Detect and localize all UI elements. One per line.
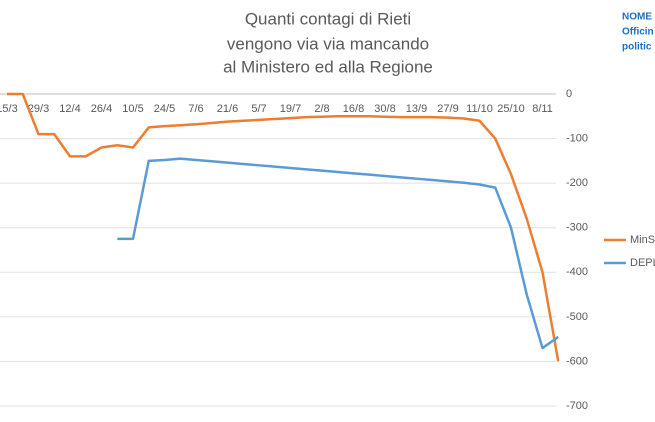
y-tick-label: 0 — [566, 88, 572, 100]
legend-label: DEPL — [630, 257, 655, 269]
x-tick-label: 21/6 — [217, 103, 238, 115]
x-tick-label: 29/3 — [28, 103, 49, 115]
data-line — [117, 157, 559, 350]
x-tick-label: 15/3 — [0, 103, 18, 115]
x-tick-label: 27/9 — [437, 103, 458, 115]
x-tick-label: 19/7 — [280, 103, 301, 115]
x-tick-label: 13/9 — [406, 103, 427, 115]
x-tick-label: 30/8 — [374, 103, 395, 115]
x-tick-label: 7/6 — [188, 103, 203, 115]
y-tick-label: -300 — [566, 222, 588, 234]
y-tick-label: -400 — [566, 266, 588, 278]
chart-title: vengono via via mancando — [227, 34, 429, 53]
x-tick-label: 8/11 — [532, 103, 553, 115]
y-tick-label: -500 — [566, 311, 588, 323]
x-tick-label: 25/10 — [497, 103, 525, 115]
y-tick-label: -700 — [566, 400, 588, 412]
y-tick-label: -200 — [566, 177, 588, 189]
data-line — [7, 92, 560, 362]
logo-text: Officin — [622, 27, 654, 38]
chart-title: Quanti contagi di Rieti — [245, 9, 411, 28]
chart-title: al Ministero ed alla Regione — [223, 57, 433, 76]
y-tick-label: -100 — [566, 132, 588, 144]
legend-label: MinS — [630, 234, 655, 246]
x-tick-label: 26/4 — [91, 103, 112, 115]
logo-text: politic — [622, 42, 652, 53]
x-tick-label: 2/8 — [314, 103, 329, 115]
x-tick-label: 10/5 — [122, 103, 143, 115]
x-tick-label: 5/7 — [251, 103, 266, 115]
x-tick-label: 24/5 — [154, 103, 175, 115]
x-tick-label: 11/10 — [466, 103, 493, 115]
x-tick-label: 16/8 — [343, 103, 364, 115]
x-tick-label: 12/4 — [59, 103, 80, 115]
logo-text: NOME — [622, 12, 652, 23]
y-tick-label: -600 — [566, 355, 588, 367]
